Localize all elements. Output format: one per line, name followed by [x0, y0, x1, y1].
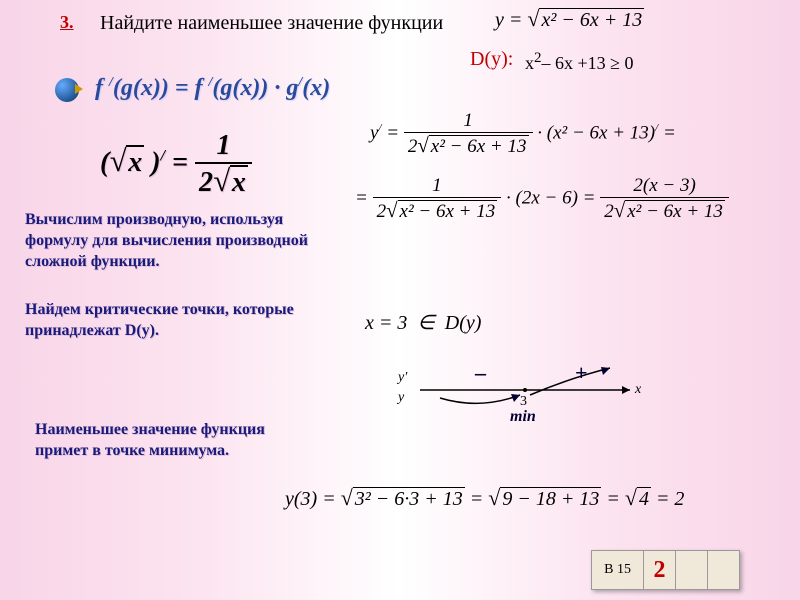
critical-point: x = 3 ∈ D(y) [365, 310, 481, 335]
task-text: Найдите наименьшее значение функции [100, 12, 443, 35]
equals: = [172, 147, 188, 178]
number-line-diagram: y′ y x 3 – + min [380, 350, 660, 430]
answer-box: В 15 2 [591, 550, 740, 590]
chain-rule-formula: f /(g(x)) = f /(g(x)) · g/(x) [95, 75, 330, 102]
note-critical: Найдем критические точки, которые принад… [25, 300, 305, 342]
answer-label: В 15 [591, 550, 644, 590]
min-label: min [510, 408, 536, 426]
y-prime-label: y′ [398, 370, 407, 386]
crit-x: x = 3 [365, 312, 407, 334]
sign-plus: + [575, 360, 588, 386]
crit-set: D(y) [445, 312, 482, 334]
sqrt-derivative-formula: (x )/ = 1 2x [100, 130, 252, 199]
answer-value: 2 [644, 550, 676, 590]
problem-number: 3. [60, 12, 74, 33]
sign-minus: – [475, 360, 486, 386]
globe-icon [55, 78, 79, 107]
element-of: ∈ [417, 312, 434, 334]
denominator: 2x [195, 164, 252, 199]
note-compute: Вычислим производную, используя формулу … [25, 210, 335, 272]
derivative-step1: y/ = 1 2x² − 6x + 13 · (x² − 6x + 13)/ = [370, 110, 676, 158]
answer-blank [676, 550, 708, 590]
final-evaluation: y(3) = 3² − 6·3 + 13 = 9 − 18 + 13 = 4 =… [285, 485, 684, 511]
y-label: y [398, 390, 404, 406]
answer-blank [708, 550, 740, 590]
numerator: 1 [195, 130, 252, 164]
domain-condition: x2– 6x +13 ≥ 0 [525, 50, 634, 74]
x-axis-label: x [635, 382, 641, 398]
domain-label: D(y): [470, 48, 513, 71]
derivative-step2: = 1 2x² − 6x + 13 · (2x − 6) = 2(x − 3) … [355, 175, 729, 223]
function-definition: y = x² − 6x + 13 [495, 6, 644, 32]
note-minimum: Наименьшее значение функция примет в точ… [35, 420, 295, 462]
